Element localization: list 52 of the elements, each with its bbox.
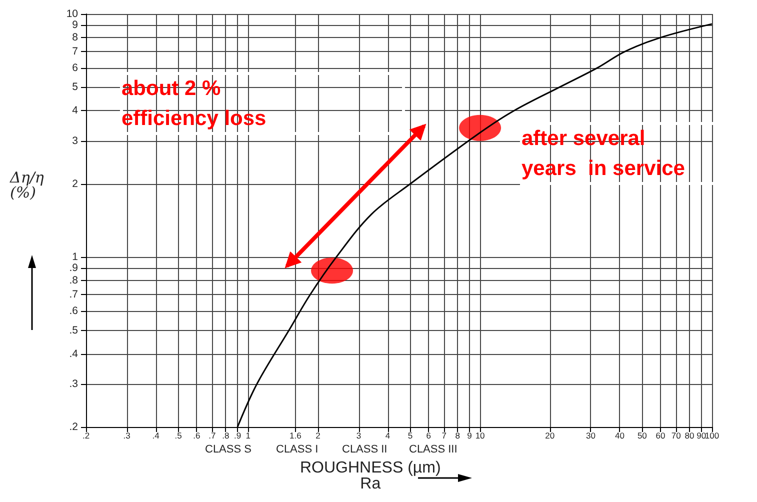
x-tick-label: .4 xyxy=(152,430,160,440)
text: CLASS III xyxy=(409,444,458,456)
x-tick-label: .2 xyxy=(82,430,90,440)
x-tick-label: 6 xyxy=(426,430,432,440)
x-tick-label: 20 xyxy=(545,430,555,440)
x-tick-label: 100 xyxy=(704,430,720,440)
x-tick-label: 4 xyxy=(385,430,390,440)
y-tick-label: 6 xyxy=(72,62,78,74)
x-tick-label: .9 xyxy=(234,430,242,440)
x-tick-label: 70 xyxy=(671,430,682,440)
y-axis-title: Δη/η (%) xyxy=(9,168,49,202)
x-tick-label: 5 xyxy=(408,430,413,440)
y-tick-label: 3 xyxy=(72,135,78,148)
x-tick-label: 80 xyxy=(684,430,695,440)
x-tick-label: .5 xyxy=(174,430,182,440)
x-tick-label: 1 xyxy=(246,430,251,440)
y-tick-label: .9 xyxy=(69,262,78,274)
x-tick-label: 7 xyxy=(442,430,447,440)
y-tick-label: 8 xyxy=(72,32,78,44)
y-tick-label: .8 xyxy=(69,274,78,287)
y-tick-label: .2 xyxy=(69,421,78,433)
x-tick-label: 50 xyxy=(637,430,648,440)
text: CLASS S xyxy=(205,444,252,456)
y-tick-label: 1 xyxy=(72,251,78,264)
x-tick-label: .8 xyxy=(222,430,230,440)
y-tick-label: 4 xyxy=(72,104,78,117)
y-tick-label: .3 xyxy=(69,378,78,390)
text: CLASS II xyxy=(342,444,388,456)
x-tick-label: 9 xyxy=(467,430,472,440)
y-tick-label: 7 xyxy=(72,46,78,58)
y-tick-label: 9 xyxy=(72,19,78,32)
x-tick-label: 2 xyxy=(316,430,321,440)
y-tick-label: 2 xyxy=(72,178,78,190)
y-tick-label: .7 xyxy=(69,288,78,301)
x-tick-label: .7 xyxy=(208,430,216,440)
x-tick-label: 8 xyxy=(455,430,460,440)
x-tick-label: 1.6 xyxy=(290,430,302,440)
x-tick-label: .6 xyxy=(193,430,200,440)
x-tick-label: 60 xyxy=(656,430,666,440)
x-tick-label: 30 xyxy=(586,430,596,440)
x-tick-label: 10 xyxy=(475,430,486,440)
y-tick-label: .4 xyxy=(69,348,78,360)
y-tick-label: .6 xyxy=(69,305,78,318)
x-tick-label: 3 xyxy=(356,430,362,440)
x-tick-label: 90 xyxy=(696,430,706,440)
x-tick-label: .3 xyxy=(123,430,131,440)
y-tick-label: 10 xyxy=(66,8,78,20)
y-tick-label: .5 xyxy=(69,324,78,336)
y-tick-label: 5 xyxy=(72,81,78,94)
text: CLASS I xyxy=(276,444,318,456)
x-tick-label: 40 xyxy=(614,430,625,440)
x-axis-title: ROUGHNESS (µm) Ra xyxy=(300,460,441,492)
